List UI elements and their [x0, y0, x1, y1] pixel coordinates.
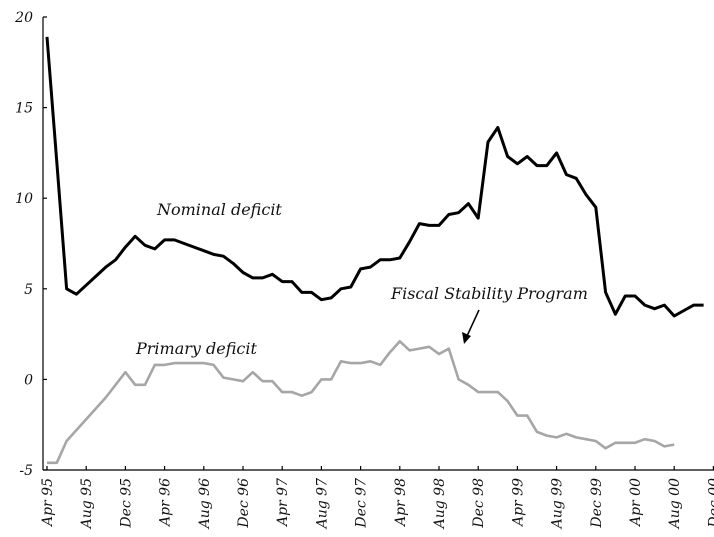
- x-tick-label: Dec 98: [471, 478, 487, 529]
- x-axis-ticks: Apr 95 Aug 95 Dec 95 Apr 96 Aug 96 Dec 96 Apr …: [40, 466, 714, 530]
- y-axis-ticks: -5 0 5 10 15 20: [14, 10, 47, 479]
- y-tick-label: 15: [15, 101, 33, 117]
- series-line-primary-deficit: [47, 339, 675, 465]
- x-tick-label: Apr 96: [158, 478, 174, 528]
- y-tick-label: 10: [15, 191, 33, 207]
- x-tick-label: Apr 95: [40, 478, 56, 528]
- y-tick-label: 20: [14, 10, 33, 26]
- y-tick-label: -5: [19, 463, 33, 479]
- annotation-nominal-deficit: Nominal deficit: [156, 200, 282, 219]
- annotation-primary-deficit: Primary deficit: [135, 339, 257, 358]
- x-tick-label: Apr 00: [628, 478, 644, 528]
- x-tick-label: Dec 99: [589, 478, 605, 529]
- x-tick-label: Dec 95: [118, 478, 134, 529]
- x-tick-label: Aug 95: [79, 478, 95, 530]
- x-tick-label: Dec 00: [706, 478, 714, 529]
- x-tick-label: Apr 97: [275, 478, 291, 528]
- y-tick-label: 5: [24, 282, 33, 298]
- annotation-layer: Nominal deficit Primary deficit Fiscal S…: [135, 200, 588, 358]
- axes: [42, 17, 714, 471]
- x-tick-label: Apr 99: [510, 478, 526, 528]
- annotation-arrowhead: [462, 332, 471, 344]
- x-tick-label: Aug 99: [550, 478, 566, 530]
- annotation-fiscal-stability-program: Fiscal Stability Program: [390, 284, 588, 303]
- x-tick-label: Apr 98: [393, 478, 409, 528]
- series-line-nominal-deficit: [45, 36, 704, 318]
- x-tick-label: Dec 96: [236, 478, 252, 529]
- x-tick-label: Aug 00: [667, 478, 683, 530]
- y-tick-label: 0: [24, 372, 33, 388]
- annotation-arrow: [466, 309, 480, 337]
- x-tick-label: Aug 96: [197, 478, 213, 530]
- x-tick-label: Aug 97: [314, 478, 330, 530]
- x-tick-label: Dec 97: [354, 478, 370, 529]
- series-layer: [45, 36, 704, 465]
- x-tick-label: Aug 98: [432, 478, 448, 530]
